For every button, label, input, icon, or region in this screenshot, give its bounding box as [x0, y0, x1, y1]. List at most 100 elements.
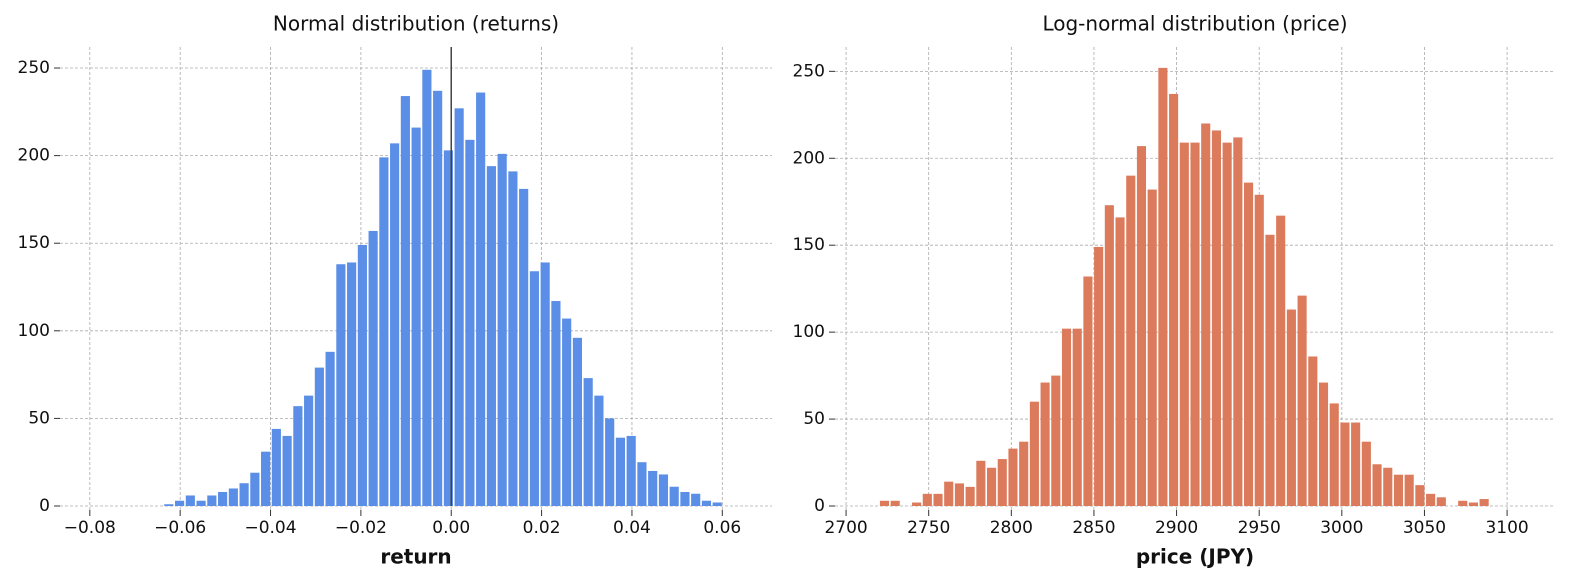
bar — [669, 486, 679, 506]
bar — [1104, 205, 1114, 506]
bar — [879, 500, 890, 506]
bar — [1136, 146, 1147, 506]
bar — [954, 483, 964, 506]
y-tick-label: 100 — [18, 321, 50, 341]
bar — [997, 459, 1007, 506]
bar — [562, 318, 572, 506]
bar — [196, 500, 206, 506]
x-tick-label: −0.06 — [154, 518, 206, 538]
bar — [218, 491, 228, 506]
bar — [987, 467, 997, 506]
bar — [1072, 328, 1082, 506]
bar — [1265, 234, 1275, 507]
y-tick-label: 0 — [39, 496, 50, 516]
bar — [1276, 215, 1286, 507]
bar — [1115, 217, 1125, 507]
chart-title: Normal distribution (returns) — [273, 12, 559, 36]
bar — [1254, 194, 1264, 506]
bar — [1008, 448, 1018, 506]
bar — [1051, 375, 1061, 506]
bar — [261, 451, 271, 506]
bar — [508, 171, 518, 506]
bar — [325, 351, 335, 506]
bar — [551, 301, 561, 506]
y-tick-label: 150 — [793, 235, 825, 255]
bar — [1479, 499, 1489, 506]
bar — [540, 262, 550, 506]
bar — [1190, 142, 1200, 506]
bar — [1222, 142, 1232, 506]
bar — [239, 483, 249, 506]
x-tick-label: 3050 — [1403, 518, 1446, 538]
y-tick-label: 0 — [814, 496, 825, 516]
y-tick-label: 250 — [18, 58, 50, 78]
bar — [1233, 137, 1243, 506]
bar — [976, 460, 986, 506]
x-tick-label: 3100 — [1485, 518, 1528, 538]
bar — [1169, 93, 1179, 507]
x-tick-label: 2850 — [1072, 518, 1115, 538]
bar — [314, 367, 324, 506]
x-tick-label: 2700 — [824, 518, 867, 538]
bar — [944, 481, 954, 506]
bar — [1029, 401, 1039, 506]
x-tick-label: 0.06 — [703, 518, 741, 538]
bar — [701, 500, 712, 506]
bar — [1286, 309, 1296, 506]
bar — [1361, 441, 1371, 506]
bar — [347, 262, 357, 506]
bar — [164, 504, 174, 506]
bar — [1458, 500, 1468, 506]
x-axis-label: price (JPY) — [1136, 545, 1254, 569]
x-tick-label: 3000 — [1320, 518, 1363, 538]
bar — [476, 92, 486, 506]
y-tick-label: 100 — [793, 322, 825, 342]
bar — [1297, 295, 1307, 506]
bar — [357, 244, 367, 507]
bar — [282, 435, 292, 506]
bar — [922, 493, 932, 506]
bar — [1061, 328, 1072, 506]
x-tick-label: 2950 — [1238, 518, 1281, 538]
bar — [680, 491, 690, 506]
bar — [712, 502, 722, 506]
bar — [304, 395, 314, 506]
x-tick-label: 0.02 — [523, 518, 561, 538]
x-tick-label: 0.00 — [432, 518, 470, 538]
bar — [1308, 356, 1318, 506]
bar — [390, 143, 400, 506]
bar — [207, 495, 217, 506]
x-tick-label: −0.02 — [335, 518, 387, 538]
bar — [422, 69, 432, 506]
bar — [691, 493, 701, 506]
bar — [594, 395, 604, 506]
bar — [1019, 441, 1029, 506]
x-tick-label: 2900 — [1155, 518, 1198, 538]
bar — [965, 486, 975, 506]
y-tick-label: 50 — [28, 408, 50, 428]
y-tick-label: 200 — [793, 148, 825, 168]
bar — [1179, 142, 1189, 506]
bar — [890, 500, 900, 506]
bar — [605, 418, 615, 506]
bar — [1211, 130, 1221, 507]
y-tick-label: 200 — [18, 146, 50, 166]
bar — [1372, 464, 1382, 506]
bar — [443, 150, 453, 506]
bar — [336, 264, 346, 506]
bar — [626, 435, 636, 506]
bar — [572, 337, 582, 506]
y-tick-label: 250 — [793, 61, 825, 81]
bar — [1094, 246, 1104, 506]
x-tick-label: 2800 — [990, 518, 1033, 538]
bar — [1436, 497, 1446, 506]
bar — [271, 428, 281, 506]
bar — [228, 488, 238, 506]
bar — [379, 157, 389, 506]
bar — [1126, 175, 1136, 506]
bar — [465, 139, 475, 507]
bar — [1147, 189, 1157, 506]
bar — [637, 462, 647, 506]
bar — [1083, 276, 1093, 506]
